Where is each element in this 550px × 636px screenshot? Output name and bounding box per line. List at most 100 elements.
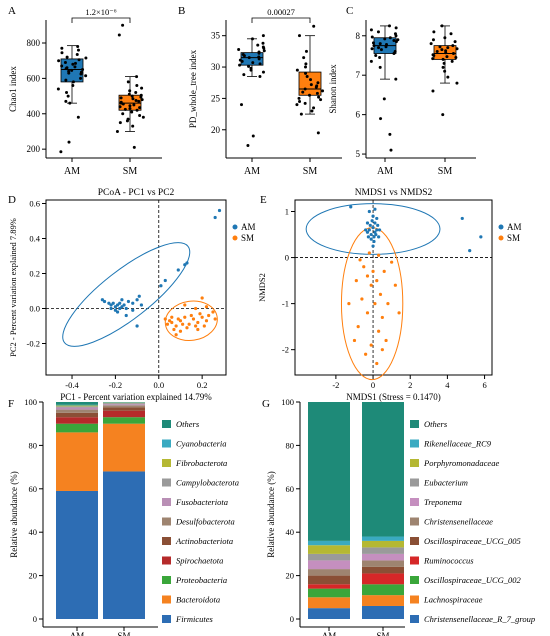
point-SM bbox=[183, 315, 187, 319]
legend-label: Campylobacterota bbox=[176, 478, 239, 488]
y-axis-label: Relative abundance (%) bbox=[266, 471, 276, 557]
data-point bbox=[450, 59, 454, 63]
panel-G: G 0 20 40 60 80 100 Relative abundance (%) AM SM O… bbox=[262, 397, 535, 636]
legend-label: Treponema bbox=[424, 497, 462, 507]
point-SM bbox=[380, 315, 384, 320]
legend-swatch bbox=[162, 420, 171, 428]
data-point bbox=[304, 49, 308, 53]
data-point bbox=[68, 101, 72, 105]
x-tick-label: 6 bbox=[482, 380, 486, 390]
point-SM bbox=[213, 317, 217, 321]
y-axis-label: PC2 - Percent variation explained 7.89% bbox=[8, 218, 18, 357]
bar-segment bbox=[308, 608, 350, 619]
point-SM bbox=[168, 319, 172, 323]
data-point bbox=[240, 59, 244, 63]
x-tick-label: AM bbox=[64, 166, 80, 177]
point-AM bbox=[185, 261, 189, 265]
data-point bbox=[316, 131, 320, 135]
bar-segment bbox=[103, 423, 145, 472]
point-AM bbox=[139, 303, 144, 307]
bar-segment bbox=[56, 402, 98, 405]
data-point bbox=[297, 96, 301, 100]
legend-swatch bbox=[162, 537, 171, 545]
data-point bbox=[258, 62, 262, 66]
point-AM bbox=[365, 221, 370, 225]
bar-segment bbox=[103, 404, 145, 406]
data-point bbox=[431, 38, 435, 42]
point-AM bbox=[213, 215, 217, 220]
legend-label: AM bbox=[241, 222, 256, 232]
data-point bbox=[247, 64, 251, 68]
data-point bbox=[131, 97, 135, 101]
point-SM bbox=[360, 297, 364, 301]
data-point bbox=[59, 150, 63, 154]
data-point bbox=[371, 41, 375, 45]
point-SM bbox=[364, 352, 368, 356]
y-tick-label: -1 bbox=[282, 299, 289, 309]
point-AM bbox=[124, 313, 128, 318]
data-point bbox=[257, 51, 261, 55]
data-point bbox=[309, 78, 313, 82]
legend-swatch bbox=[410, 459, 419, 467]
point-AM bbox=[372, 239, 376, 244]
data-point bbox=[57, 59, 61, 63]
data-point bbox=[388, 36, 392, 40]
x-tick-label: AM bbox=[377, 166, 393, 177]
data-point bbox=[443, 69, 447, 73]
y-tick-label: 20 bbox=[29, 571, 38, 581]
y-tick-label: 0 bbox=[33, 614, 37, 624]
bar-segment bbox=[56, 412, 98, 418]
panel-letter: E bbox=[260, 194, 267, 206]
data-point bbox=[444, 51, 448, 55]
data-point bbox=[441, 65, 445, 69]
point-AM bbox=[367, 228, 371, 232]
legend-label: Others bbox=[424, 419, 448, 429]
point-AM bbox=[120, 305, 124, 309]
data-point bbox=[60, 51, 64, 55]
bar-segment bbox=[103, 417, 145, 424]
panel-F: F 0 20 40 60 80 100 Relative abundance (%) AM SM O… bbox=[8, 397, 239, 636]
legend-label: SM bbox=[241, 233, 254, 243]
point-AM bbox=[126, 299, 131, 304]
y-tick-label: 30 bbox=[211, 62, 221, 72]
data-point bbox=[379, 117, 383, 121]
point-SM bbox=[172, 327, 176, 332]
legend-marker bbox=[498, 235, 504, 241]
point-SM bbox=[191, 317, 196, 321]
x-tick-label: 0 bbox=[371, 380, 375, 390]
y-tick-label: -2 bbox=[282, 345, 289, 355]
point-SM bbox=[170, 320, 174, 325]
point-AM bbox=[135, 298, 139, 302]
point-SM bbox=[196, 320, 200, 325]
data-point bbox=[431, 89, 435, 93]
data-point bbox=[75, 53, 79, 56]
bar-segment bbox=[308, 402, 350, 541]
legend-swatch bbox=[162, 595, 171, 604]
y-axis-label: Shanon index bbox=[328, 64, 338, 114]
data-point bbox=[443, 36, 447, 40]
point-AM bbox=[369, 237, 373, 241]
significance-bracket bbox=[71, 17, 131, 23]
point-SM bbox=[365, 311, 370, 315]
data-point bbox=[432, 30, 436, 34]
data-point bbox=[64, 99, 68, 103]
x-tick-label: AM bbox=[70, 631, 85, 636]
y-tick-label: 100 bbox=[281, 397, 294, 407]
y-tick-label: 20 bbox=[286, 571, 295, 581]
legend-swatch bbox=[162, 478, 171, 487]
data-point bbox=[137, 99, 141, 103]
panel-D: D PCoA - PC1 vs PC2 -0.4 -0.2 0.0 0.2 -0.2 0.0 0… bbox=[8, 188, 256, 402]
data-point bbox=[258, 74, 262, 78]
data-point bbox=[135, 75, 139, 79]
data-point bbox=[295, 103, 299, 107]
point-AM bbox=[371, 244, 375, 248]
legend-swatch bbox=[410, 615, 419, 623]
panel-B: B 20 25 30 35 PD_whole_tree index AM SM 0.00027 bbox=[178, 5, 342, 177]
point-AM bbox=[111, 301, 115, 305]
point-SM bbox=[174, 324, 178, 328]
legend-label: Eubacterium bbox=[423, 478, 468, 488]
data-point bbox=[125, 119, 129, 123]
legend-swatch bbox=[410, 576, 419, 584]
legend-label: Christensenellaceae_R_7_group bbox=[424, 614, 535, 624]
